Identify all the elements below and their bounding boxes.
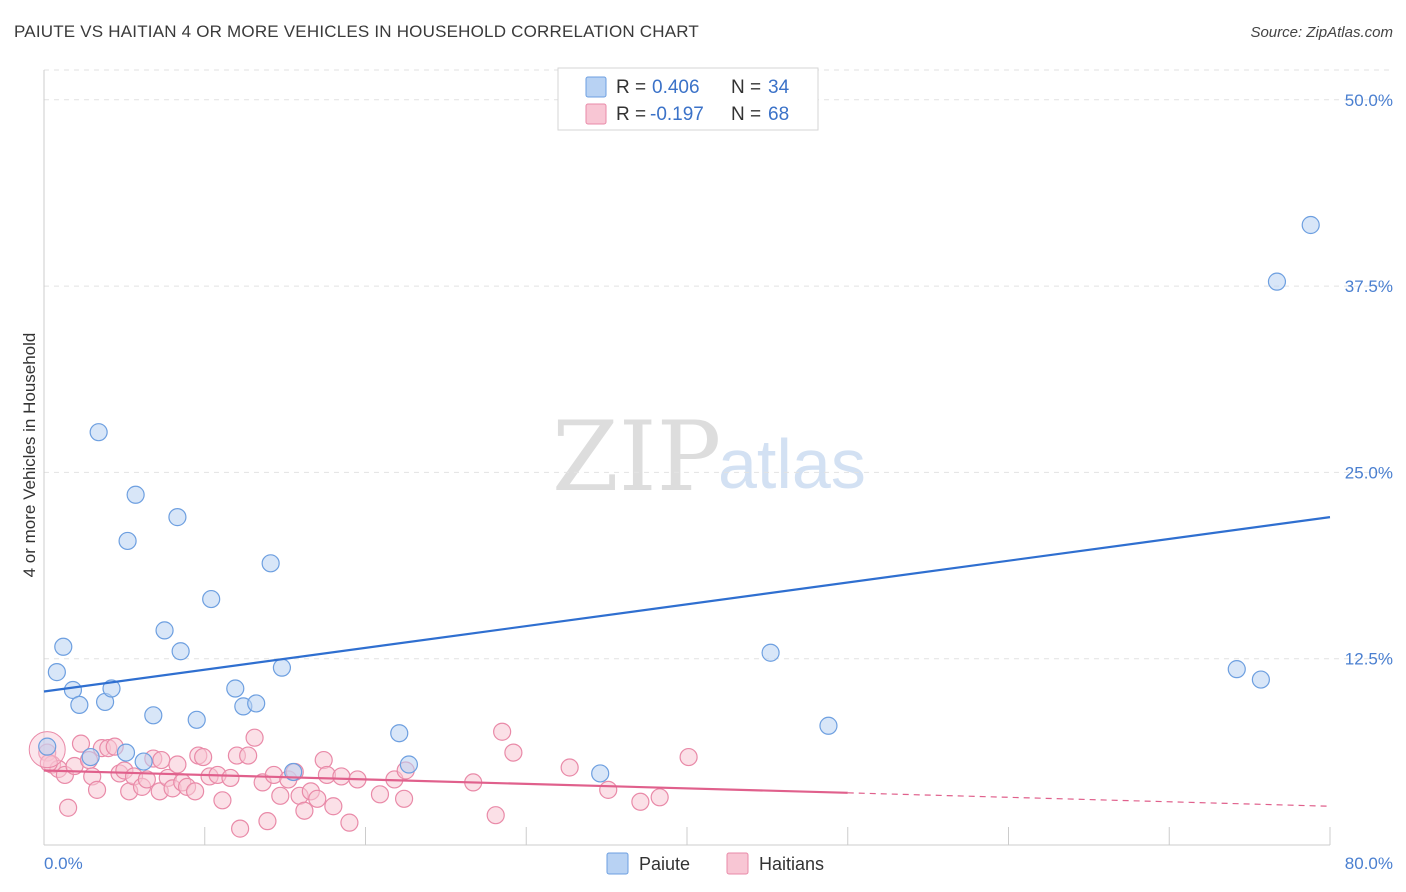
- legend-paiute-swatch: [585, 76, 607, 98]
- haitian-point: [560, 758, 579, 777]
- paiute-point: [591, 764, 610, 783]
- gridlines: [44, 69, 1392, 660]
- haitian-point: [194, 747, 213, 767]
- paiute-point: [226, 679, 245, 698]
- legend-paiute-r-value: 0.406: [652, 77, 700, 98]
- haitian-point: [221, 768, 240, 788]
- haitian-point: [152, 750, 171, 770]
- legend-box: R = 0.406 N = 34 R = -0.197 N = 68: [557, 67, 819, 131]
- haitian-point: [137, 770, 156, 789]
- haitian-trendline-extension: [847, 792, 1331, 807]
- y-tick-label: 50.0%: [1345, 91, 1393, 110]
- paiute-point: [144, 706, 163, 725]
- haitian-point: [258, 812, 277, 831]
- haitian-point: [71, 734, 91, 753]
- haitian-point: [650, 788, 669, 807]
- legend-paiute-n-label: N =: [731, 77, 761, 98]
- y-axis-tick-labels: 12.5% 25.0% 37.5% 50.0%: [1345, 91, 1393, 669]
- haitian-trendline: [43, 769, 848, 794]
- legend-haitian-r-value: -0.197: [650, 104, 704, 125]
- paiute-point: [272, 658, 292, 677]
- legend-haitian-n-label: N =: [731, 104, 761, 125]
- watermark-zip: ZIP: [552, 401, 721, 513]
- trendlines: [43, 516, 1331, 807]
- paiute-point: [1251, 670, 1270, 689]
- x-tick-label-max: 80.0%: [1345, 854, 1393, 873]
- legend-haitian-swatch: [585, 103, 607, 125]
- paiute-point: [118, 531, 137, 551]
- paiute-point: [1267, 272, 1287, 291]
- haitian-point: [332, 767, 351, 786]
- paiute-point: [202, 589, 221, 609]
- paiute-points: [38, 215, 1320, 783]
- haitian-point: [394, 789, 414, 808]
- bottom-legend: Paiute Haitians: [606, 852, 824, 875]
- x-tick-label-min: 0.0%: [44, 854, 83, 873]
- haitian-point: [87, 780, 107, 799]
- legend-paiute-r-label: R =: [616, 77, 646, 98]
- haitian-point: [599, 780, 618, 799]
- paiute-point: [54, 637, 73, 656]
- paiute-point: [390, 724, 409, 743]
- paiute-point: [155, 621, 174, 640]
- paiute-point: [81, 747, 100, 767]
- paiute-point: [399, 755, 419, 774]
- paiute-point: [168, 508, 187, 527]
- haitian-point: [324, 797, 343, 816]
- haitian-point: [59, 798, 78, 817]
- haitian-point: [295, 801, 314, 820]
- paiute-point: [116, 743, 136, 762]
- y-tick-label: 37.5%: [1345, 277, 1393, 296]
- bottom-legend-haitian-label: Haitians: [759, 854, 824, 874]
- bottom-legend-paiute-swatch: [606, 852, 629, 875]
- haitian-point: [168, 755, 187, 774]
- paiute-point: [761, 643, 780, 662]
- legend-paiute-n-value: 34: [768, 77, 790, 98]
- paiute-point: [38, 737, 57, 756]
- chart-title: PAIUTE VS HAITIAN 4 OR MORE VEHICLES IN …: [14, 22, 700, 41]
- x-axis-ticks: [43, 827, 1331, 845]
- haitian-point: [493, 722, 512, 741]
- y-axis-label: 4 or more Vehicles in Household: [20, 333, 39, 578]
- haitian-point: [213, 791, 232, 810]
- paiute-point: [47, 663, 66, 682]
- haitian-point: [186, 782, 205, 801]
- paiute-point: [187, 710, 206, 729]
- paiute-point: [126, 485, 145, 504]
- haitian-point: [340, 813, 359, 832]
- paiute-point: [1301, 215, 1320, 235]
- haitian-point: [245, 728, 264, 747]
- haitian-point: [308, 789, 327, 808]
- bottom-legend-paiute-label: Paiute: [639, 854, 690, 874]
- watermark-atlas: atlas: [718, 425, 866, 503]
- paiute-trendline: [43, 516, 1331, 693]
- paiute-point: [261, 554, 280, 573]
- haitian-point: [486, 806, 505, 825]
- legend-haitian-r-label: R =: [616, 104, 646, 125]
- paiute-point: [89, 423, 108, 442]
- y-tick-label: 25.0%: [1345, 463, 1393, 482]
- haitian-point: [631, 792, 650, 811]
- paiute-point: [102, 679, 121, 698]
- source-label: Source: ZipAtlas.com: [1250, 24, 1393, 41]
- haitian-point: [679, 747, 698, 767]
- haitian-point: [504, 743, 523, 762]
- y-tick-label: 12.5%: [1345, 650, 1393, 669]
- legend-haitian-n-value: 68: [768, 104, 789, 125]
- haitian-point: [314, 750, 333, 770]
- bottom-legend-haitian-swatch: [726, 852, 749, 875]
- haitian-point: [239, 746, 258, 765]
- paiute-point: [247, 694, 266, 713]
- paiute-point: [1227, 660, 1246, 679]
- haitian-point: [370, 785, 390, 804]
- haitian-point: [271, 786, 290, 805]
- paiute-point: [819, 716, 838, 735]
- paiute-point: [171, 642, 190, 661]
- paiute-point: [134, 752, 153, 771]
- haitian-point: [231, 819, 250, 838]
- paiute-point: [70, 695, 89, 715]
